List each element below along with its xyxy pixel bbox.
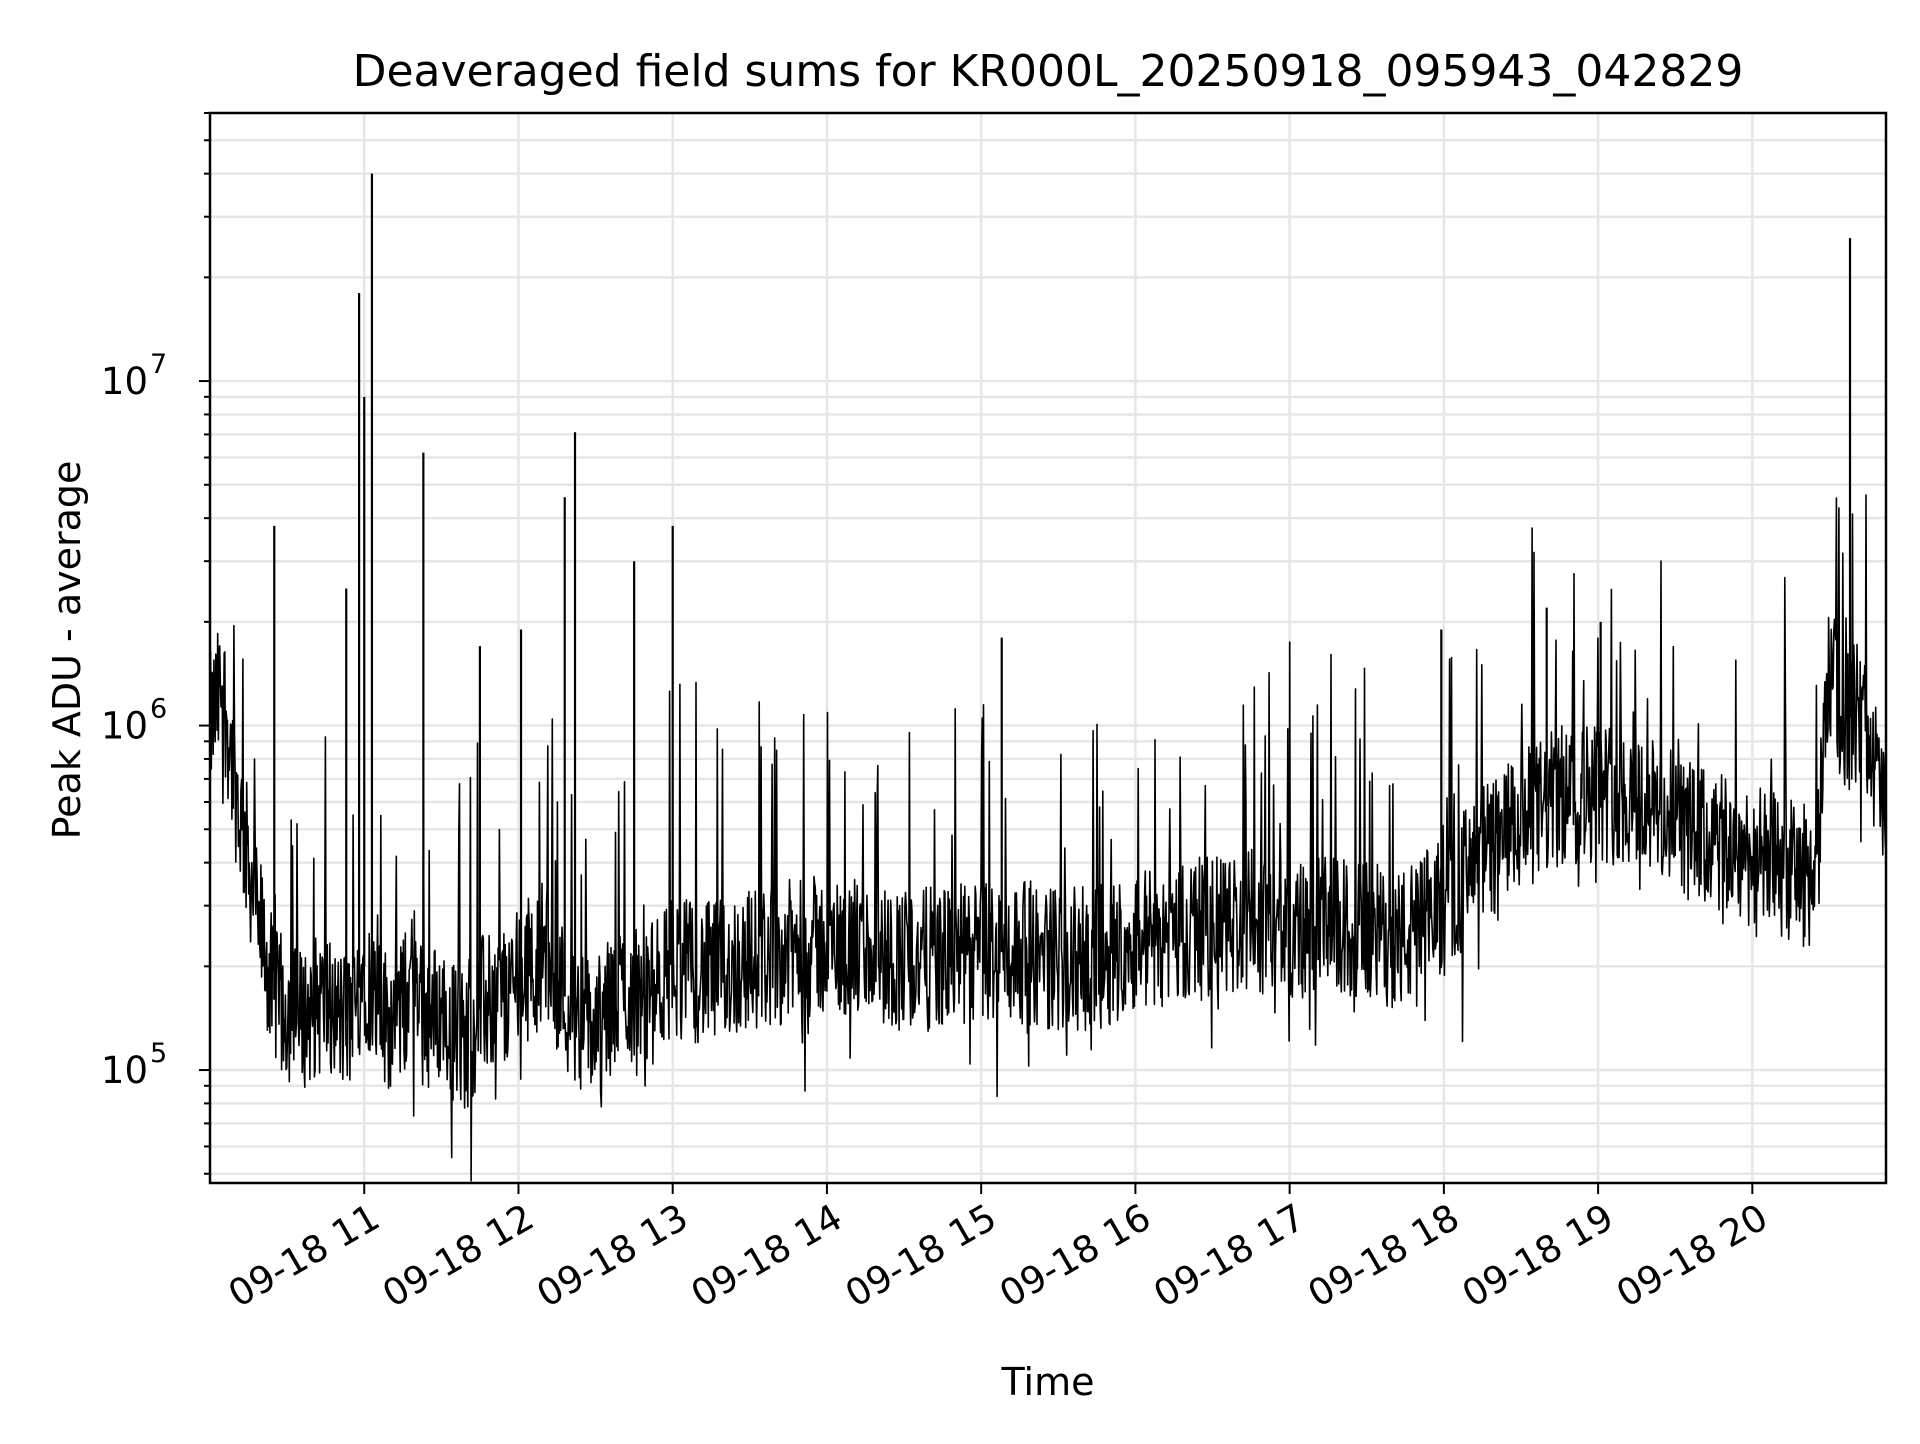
x-tick-label: 09-18 17 [1147, 1196, 1313, 1316]
y-tick-label: 10 [101, 705, 148, 748]
y-tick-exponent: 5 [150, 1038, 167, 1069]
x-tick-label: 09-18 14 [684, 1196, 850, 1316]
x-tick-label: 09-18 13 [530, 1196, 696, 1316]
series-line [209, 494, 1887, 1182]
x-tick-label: 09-18 15 [838, 1196, 1004, 1316]
x-tick-label: 09-18 20 [1609, 1196, 1775, 1316]
x-tick-label: 09-18 16 [992, 1196, 1158, 1316]
x-tick-label: 09-18 11 [221, 1196, 387, 1316]
chart-title: Deaveraged field sums for KR000L_2025091… [353, 46, 1744, 97]
x-tick-label: 09-18 18 [1301, 1196, 1467, 1316]
y-tick-exponent: 6 [150, 694, 167, 725]
plot-frame [208, 111, 1888, 1185]
y-tick-label: 10 [101, 1049, 148, 1092]
y-tick-exponent: 7 [150, 349, 167, 380]
x-axis-label: Time [1001, 1360, 1095, 1404]
series-layer [209, 494, 1887, 1182]
y-tick-label: 10 [101, 360, 148, 403]
y-axis-label: Peak ADU - average [45, 461, 89, 840]
x-tick-label: 09-18 19 [1455, 1196, 1621, 1316]
x-tick-label: 09-18 12 [375, 1196, 541, 1316]
spike-layer [273, 173, 1852, 1020]
